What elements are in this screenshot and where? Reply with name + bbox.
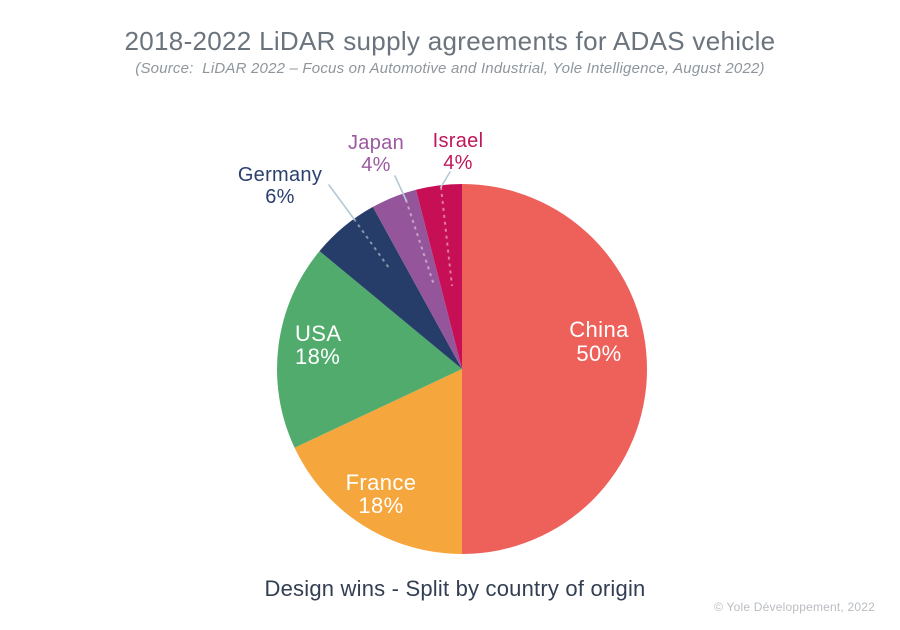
pie-slice-japan [372,189,462,369]
slice-label-japan: Japan 4% [348,132,404,176]
leader-line-dashed-israel [440,186,453,287]
leader-line-japan [394,175,407,201]
copyright-notice: © Yole Développement, 2022 [714,600,875,614]
pie-slice-israel [416,183,462,369]
pie-slice-france [294,369,462,554]
leader-line-dashed-germany [353,218,390,269]
slice-label-israel: Israel 4% [433,130,484,174]
chart-title: 2018-2022 LiDAR supply agreements for AD… [124,26,776,56]
leader-line-israel [440,171,451,188]
pie-slice-usa [277,251,462,448]
chart-source-line: (Source: LiDAR 2022 – Focus on Automotiv… [135,60,765,77]
slice-label-usa: USA 18% [295,321,341,369]
slice-label-germany: Germany 6% [238,164,322,208]
slice-label-france: France 18% [346,470,417,518]
slice-label-china: China 50% [569,317,629,366]
leader-line-dashed-japan [405,199,435,286]
pie-slice-germany [319,206,462,369]
chart-caption: Design wins - Split by country of origin [264,576,646,601]
pie-slice-china [462,184,647,554]
leader-line-germany [328,184,355,220]
